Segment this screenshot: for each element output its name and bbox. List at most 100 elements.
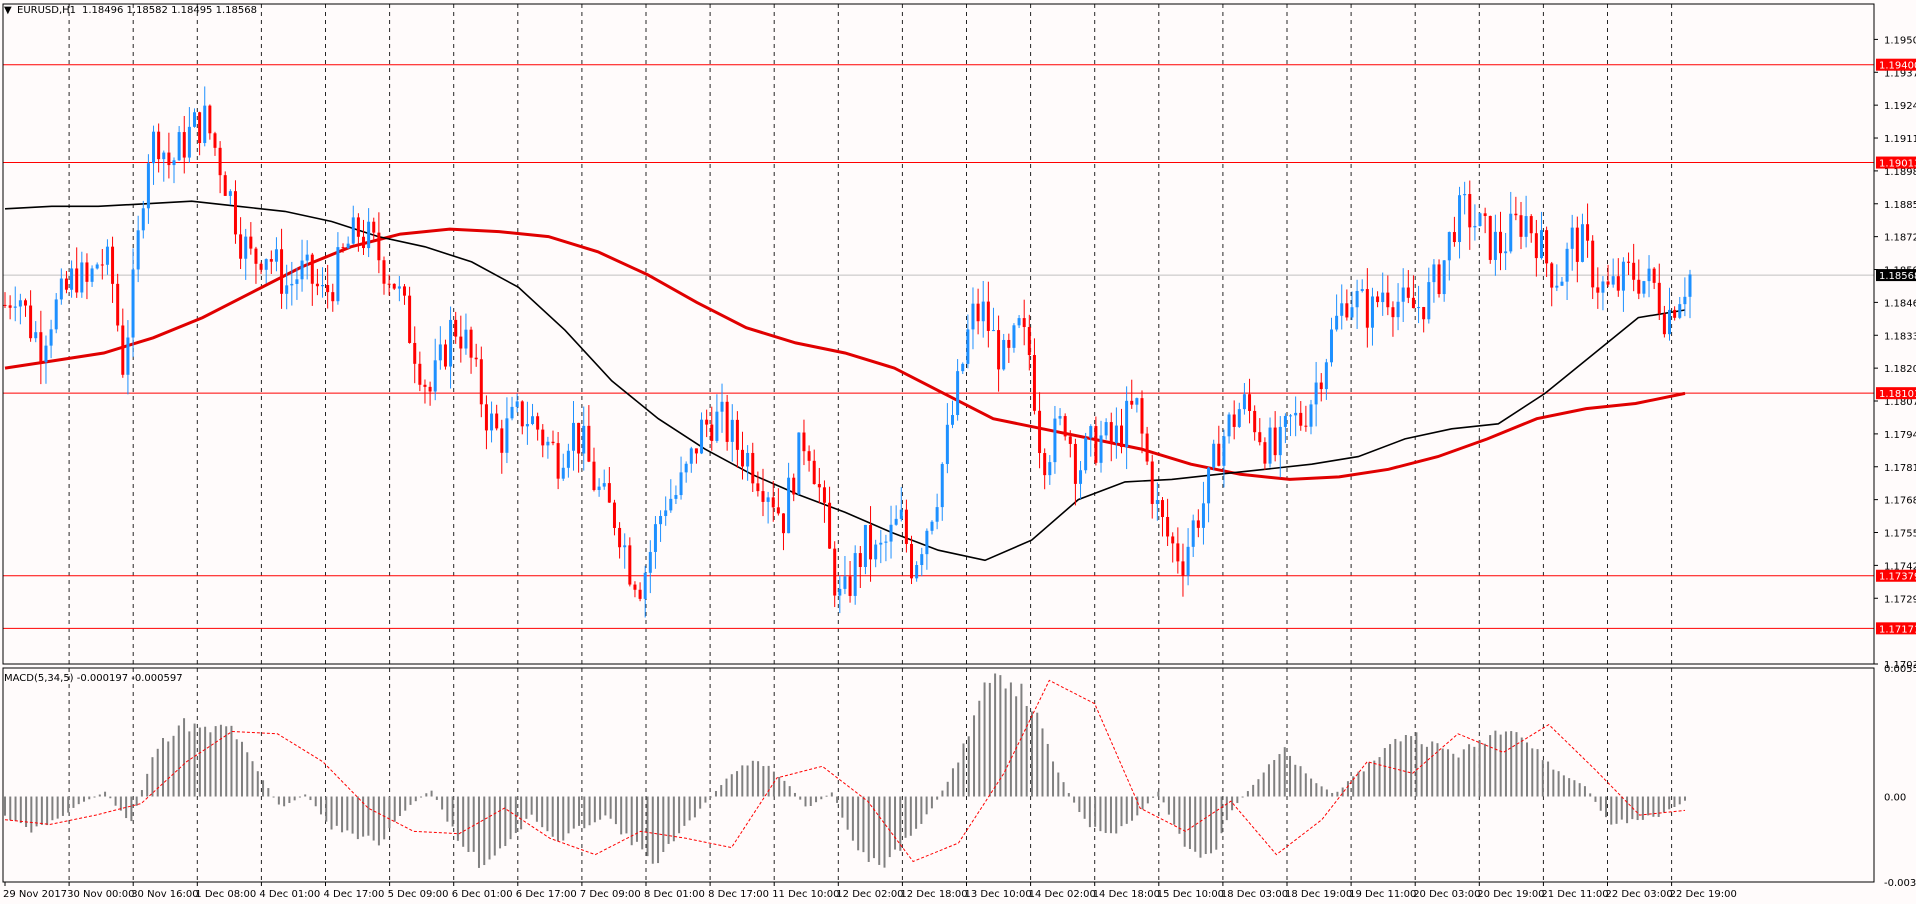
candle[interactable] (438, 326, 442, 370)
candle[interactable] (39, 310, 43, 385)
candle[interactable] (49, 319, 53, 359)
candle[interactable] (869, 506, 873, 582)
candle[interactable] (479, 346, 483, 418)
candle[interactable] (1396, 283, 1400, 331)
candle[interactable] (1627, 252, 1631, 276)
candle[interactable] (29, 290, 33, 342)
candle[interactable] (1565, 242, 1569, 301)
candle[interactable] (802, 419, 806, 466)
candle[interactable] (536, 412, 540, 441)
candle[interactable] (1130, 379, 1134, 409)
candle[interactable] (356, 213, 360, 252)
candle[interactable] (44, 335, 48, 384)
candle[interactable] (64, 271, 68, 294)
candle[interactable] (1201, 481, 1205, 545)
candle[interactable] (1499, 211, 1503, 271)
candle[interactable] (781, 513, 785, 551)
candle[interactable] (515, 393, 519, 413)
candle[interactable] (1063, 413, 1067, 441)
candle[interactable] (1166, 498, 1170, 546)
candle[interactable] (1022, 299, 1026, 346)
candle[interactable] (710, 406, 714, 451)
candle[interactable] (1606, 264, 1610, 288)
candle[interactable] (1560, 276, 1564, 286)
candle[interactable] (1427, 267, 1431, 324)
candle[interactable] (1601, 276, 1605, 311)
candle[interactable] (1555, 264, 1559, 292)
candle[interactable] (1027, 314, 1031, 371)
candle[interactable] (582, 406, 586, 471)
candle[interactable] (198, 111, 202, 156)
candle[interactable] (602, 469, 606, 490)
candle[interactable] (1232, 400, 1236, 440)
candle[interactable] (177, 126, 181, 161)
candle[interactable] (505, 397, 509, 464)
candle[interactable] (1079, 461, 1083, 499)
candle[interactable] (85, 253, 89, 300)
candle[interactable] (141, 200, 145, 239)
candle[interactable] (8, 295, 12, 320)
candle[interactable] (986, 281, 990, 348)
candle[interactable] (1370, 287, 1374, 346)
candle[interactable] (443, 339, 447, 370)
candle[interactable] (300, 239, 304, 292)
candle[interactable] (1442, 260, 1446, 302)
candle[interactable] (1084, 432, 1088, 474)
candle[interactable] (105, 239, 109, 275)
candle[interactable] (884, 534, 888, 562)
candle[interactable] (464, 313, 468, 355)
candle[interactable] (720, 383, 724, 433)
candle[interactable] (469, 326, 473, 374)
candle[interactable] (187, 107, 191, 163)
candle[interactable] (920, 547, 924, 577)
candle[interactable] (1294, 396, 1298, 437)
candle[interactable] (577, 422, 581, 473)
candle[interactable] (700, 412, 704, 455)
candle[interactable] (674, 485, 678, 504)
candle[interactable] (116, 273, 120, 332)
candle[interactable] (459, 315, 463, 363)
candle[interactable] (162, 150, 166, 182)
candle[interactable] (1258, 418, 1262, 446)
candle[interactable] (495, 404, 499, 431)
candle[interactable] (18, 293, 22, 325)
candle[interactable] (1335, 294, 1339, 332)
candle[interactable] (152, 125, 156, 185)
candle[interactable] (433, 338, 437, 401)
candle[interactable] (377, 212, 381, 274)
candle[interactable] (1314, 361, 1318, 427)
candle[interactable] (531, 403, 535, 426)
candle[interactable] (1447, 231, 1451, 281)
candle[interactable] (1160, 497, 1164, 537)
candle[interactable] (1355, 279, 1359, 329)
candle[interactable] (1329, 317, 1333, 367)
candle[interactable] (1186, 528, 1190, 586)
candle[interactable] (828, 486, 832, 549)
candle[interactable] (1114, 407, 1118, 459)
price-candles[interactable] (3, 86, 1692, 618)
candle[interactable] (1278, 416, 1282, 478)
candle[interactable] (889, 505, 893, 559)
candle[interactable] (833, 541, 837, 608)
macd-indicator[interactable] (4, 673, 1686, 868)
candle[interactable] (351, 205, 355, 245)
candle[interactable] (1319, 373, 1323, 402)
candle[interactable] (34, 321, 38, 343)
candle[interactable] (1237, 402, 1241, 429)
candle[interactable] (1248, 378, 1252, 424)
candle[interactable] (500, 419, 504, 474)
candle[interactable] (1324, 358, 1328, 400)
candle[interactable] (940, 462, 944, 521)
candle[interactable] (1432, 259, 1436, 303)
candle[interactable] (1002, 333, 1006, 371)
candle[interactable] (976, 288, 980, 335)
candle[interactable] (525, 401, 529, 445)
candle[interactable] (633, 581, 637, 598)
candle[interactable] (879, 530, 883, 564)
candle[interactable] (607, 467, 611, 503)
candle[interactable] (776, 488, 780, 516)
candle[interactable] (1104, 418, 1108, 440)
candle[interactable] (136, 215, 140, 283)
candle[interactable] (1411, 275, 1415, 309)
candle[interactable] (566, 443, 570, 478)
